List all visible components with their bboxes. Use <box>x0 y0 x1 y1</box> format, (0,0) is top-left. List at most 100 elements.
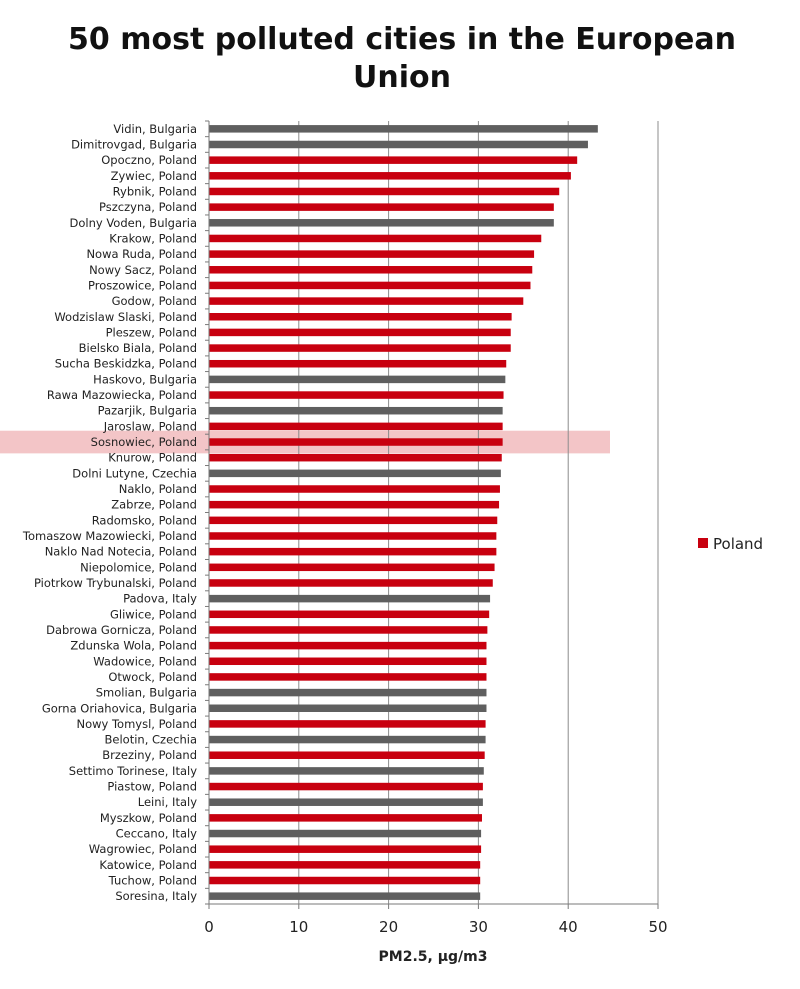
bar <box>209 187 560 196</box>
legend-label-poland: Poland <box>713 535 763 553</box>
category-label: Gorna Oriahovica, Bulgaria <box>42 701 197 715</box>
category-label: Zywiec, Poland <box>111 169 197 183</box>
x-tick-label: 0 <box>204 918 214 936</box>
category-label: Vidin, Bulgaria <box>113 122 197 136</box>
bar <box>209 720 486 728</box>
category-label: Smolian, Bulgaria <box>96 686 197 700</box>
category-label: Nowy Sacz, Poland <box>89 263 197 277</box>
bar <box>209 861 481 869</box>
category-label: Dimitrovgad, Bulgaria <box>71 137 197 151</box>
category-label: Proszowice, Poland <box>88 278 197 292</box>
category-label: Brzeziny, Poland <box>102 748 197 762</box>
bar <box>209 485 500 493</box>
bar <box>209 140 588 149</box>
x-tick-label: 10 <box>289 918 308 936</box>
category-label: Wagrowiec, Poland <box>89 842 197 856</box>
bar <box>209 767 484 775</box>
bar <box>209 391 504 399</box>
category-label: Dabrowa Gornicza, Poland <box>46 623 197 637</box>
category-label: Sosnowiec, Poland <box>91 435 197 449</box>
category-label: Pszczyna, Poland <box>99 200 197 214</box>
bar <box>209 782 483 791</box>
chart-title-line-1: 50 most polluted cities in the European <box>68 22 736 57</box>
bar <box>209 219 554 227</box>
bar <box>209 673 487 681</box>
category-label: Soresina, Italy <box>115 889 197 903</box>
category-label: Pleszew, Poland <box>106 325 197 339</box>
bar <box>209 172 571 180</box>
category-label: Radomsko, Poland <box>92 513 197 527</box>
bar <box>209 829 482 838</box>
bar <box>209 500 500 509</box>
category-label: Opoczno, Poland <box>101 153 197 167</box>
bar <box>209 125 598 133</box>
bar <box>209 532 497 540</box>
bar <box>209 266 533 274</box>
category-label: Piotrkow Trybunalski, Poland <box>34 576 197 590</box>
bar <box>209 579 493 587</box>
bar <box>209 469 501 478</box>
x-axis-title: PM2.5, µg/m3 <box>379 949 488 965</box>
category-label: Krakow, Poland <box>109 231 197 245</box>
category-label: Dolni Lutyne, Czechia <box>72 466 197 480</box>
bar <box>209 547 497 556</box>
bar <box>209 563 495 572</box>
category-label: Otwock, Poland <box>108 670 197 684</box>
category-label: Belotin, Czechia <box>105 733 198 747</box>
category-label: Zabrze, Poland <box>111 498 197 512</box>
category-label: Godow, Poland <box>112 294 197 308</box>
category-label: Myszkow, Poland <box>100 811 197 825</box>
bar <box>209 892 481 900</box>
x-tick-label: 30 <box>469 918 488 936</box>
category-label: Knurow, Poland <box>108 451 197 465</box>
bars <box>209 125 598 900</box>
bar <box>209 438 503 446</box>
chart-title-line-2: Union <box>353 60 451 95</box>
category-label: Haskovo, Bulgaria <box>93 372 197 386</box>
bar <box>209 704 487 712</box>
bar <box>209 250 535 258</box>
bar <box>209 516 498 525</box>
category-label: Rybnik, Poland <box>113 184 197 198</box>
bar <box>209 344 511 352</box>
category-label: Tomaszow Mazowiecki, Poland <box>22 529 197 543</box>
category-label: Bielsko Biala, Poland <box>79 341 197 355</box>
bar <box>209 422 503 431</box>
category-label: Ceccano, Italy <box>116 827 198 841</box>
category-label: Wadowice, Poland <box>93 654 197 668</box>
bar <box>209 406 503 415</box>
bar <box>209 328 511 337</box>
category-label: Padova, Italy <box>123 592 197 606</box>
bar <box>209 751 485 759</box>
legend-swatch-poland <box>698 538 708 548</box>
category-label: Dolny Voden, Bulgaria <box>69 216 197 230</box>
bar <box>209 281 531 290</box>
category-label: Katowice, Poland <box>99 858 197 872</box>
category-label: Gliwice, Poland <box>110 607 197 621</box>
bar <box>209 313 512 321</box>
bar <box>209 453 502 462</box>
category-label: Settimo Torinese, Italy <box>69 764 197 778</box>
bar <box>209 297 524 305</box>
category-label: Leini, Italy <box>138 795 197 809</box>
x-tick-label: 50 <box>648 918 667 936</box>
category-label: Naklo Nad Notecia, Poland <box>45 545 197 559</box>
bar <box>209 610 490 619</box>
bar <box>209 234 542 243</box>
bar <box>209 359 507 368</box>
bar <box>209 688 487 697</box>
x-axis: 0 10 20 30 40 50 <box>204 120 668 936</box>
bar <box>209 626 488 634</box>
category-label: Jaroslaw, Poland <box>103 419 197 433</box>
category-label: Sucha Beskidzka, Poland <box>55 357 197 371</box>
bar <box>209 203 554 211</box>
category-label: Piastow, Poland <box>107 780 197 794</box>
x-tick-label: 20 <box>379 918 398 936</box>
category-label: Pazarjik, Bulgaria <box>98 404 197 418</box>
bar <box>209 845 482 853</box>
category-label: Nowy Tomysl, Poland <box>76 717 197 731</box>
bar <box>209 876 481 885</box>
category-label: Zdunska Wola, Poland <box>70 639 197 653</box>
bar <box>209 657 487 666</box>
